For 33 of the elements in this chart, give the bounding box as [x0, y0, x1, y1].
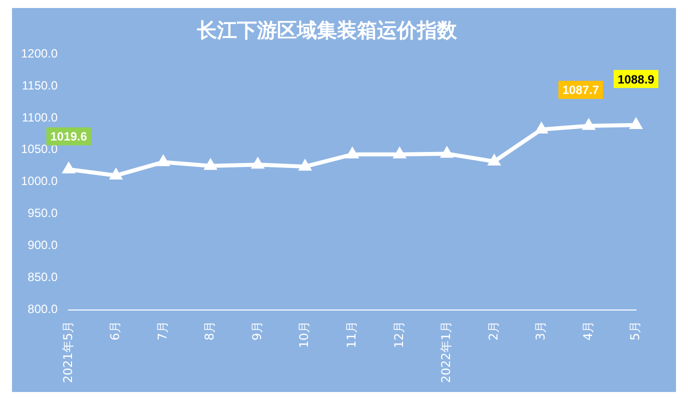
- x-tick-label: 2022年1月: [439, 320, 454, 384]
- x-tick-label: 8月: [202, 320, 217, 340]
- chart-title: 长江下游区域集装箱运价指数: [196, 18, 458, 42]
- x-tick-label: 12月: [392, 320, 406, 348]
- point: [536, 123, 547, 134]
- point: [63, 163, 74, 174]
- x-tick-label: 2021年5月: [60, 320, 75, 384]
- y-tick-label: 1150.0: [22, 78, 58, 92]
- point: [394, 148, 406, 158]
- data-label: 1019.6: [50, 130, 88, 144]
- point: [346, 148, 358, 158]
- x-tick-label: 9月: [250, 320, 264, 340]
- x-tick-label: 5月: [628, 320, 642, 340]
- y-tick-label: 950.0: [28, 206, 58, 220]
- y-tick-label: 900.0: [28, 238, 58, 252]
- x-tick-label: 3月: [534, 320, 548, 340]
- x-tick-label: 7月: [155, 320, 170, 340]
- y-tick-label: 1000.0: [21, 174, 58, 188]
- y-tick-label: 1100.0: [22, 110, 58, 124]
- y-tick-label: 1050.0: [21, 142, 58, 156]
- y-tick-label: 1200.0: [21, 46, 58, 60]
- y-tick-label: 800.0: [28, 302, 58, 316]
- point: [205, 160, 216, 170]
- x-tick-label: 10月: [297, 320, 312, 348]
- x-tick-label: 6月: [108, 320, 122, 340]
- y-tick-label: 850.0: [28, 270, 58, 284]
- data-label: 1087.7: [562, 83, 600, 98]
- x-tick-label: 11月: [344, 320, 358, 348]
- data-label: 1088.9: [618, 72, 655, 86]
- point: [583, 120, 594, 130]
- x-tick-label: 4月: [580, 320, 595, 340]
- x-tick-label: 2月: [486, 320, 500, 340]
- point: [488, 155, 500, 166]
